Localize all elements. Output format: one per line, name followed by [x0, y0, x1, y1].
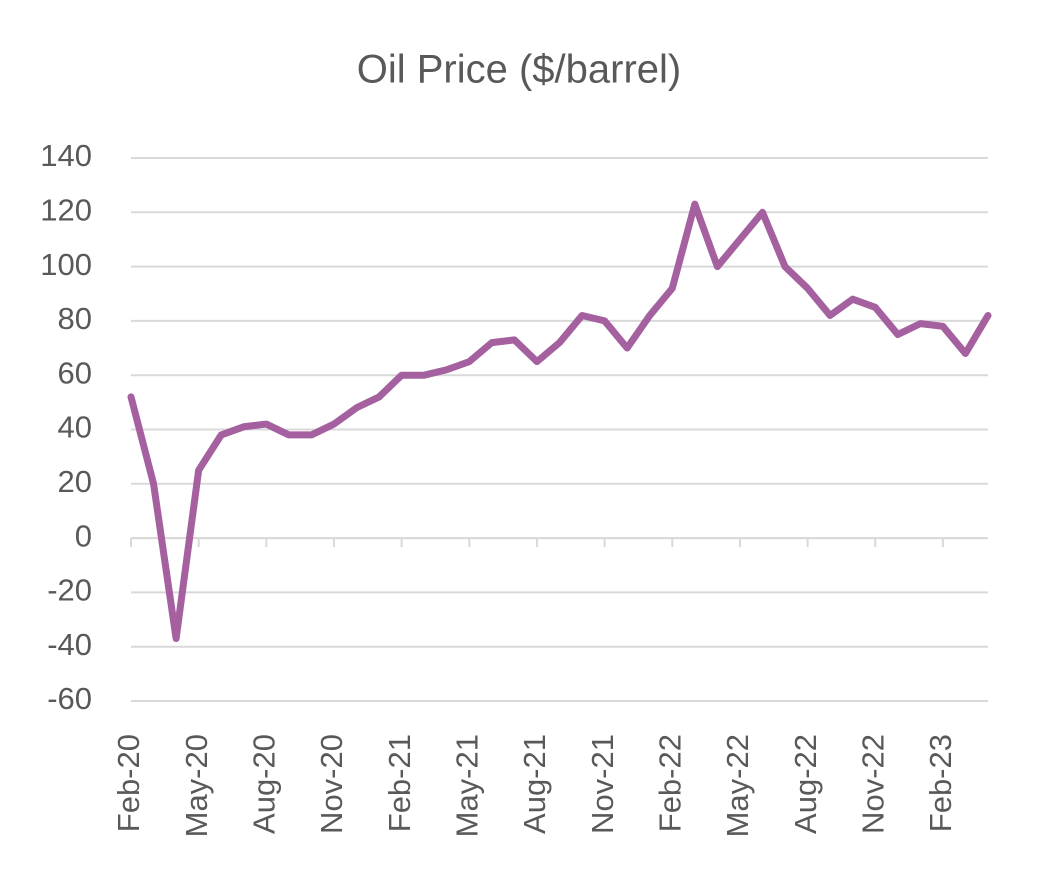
- y-tick-label: 60: [58, 355, 92, 390]
- x-tick-label: Nov-20: [314, 734, 349, 834]
- y-tick-label: -20: [47, 573, 92, 608]
- y-tick-label: 140: [40, 138, 92, 173]
- y-tick-label: 80: [58, 301, 92, 336]
- x-tick-label: Feb-22: [652, 734, 687, 832]
- price-line: [127, 200, 992, 643]
- y-tick-label: 20: [58, 464, 92, 499]
- x-tick-label: May-22: [720, 734, 755, 837]
- x-tick-label: Nov-22: [855, 734, 890, 834]
- chart-title: Oil Price ($/barrel): [357, 48, 682, 92]
- y-tick-label: 120: [40, 192, 92, 227]
- x-tick-label: May-21: [449, 734, 484, 837]
- x-tick-label: May-20: [179, 734, 214, 837]
- y-tick-label: -40: [47, 627, 92, 662]
- x-tick-label: Aug-22: [788, 734, 823, 834]
- x-tick-label: Nov-21: [585, 734, 620, 834]
- x-tick-label: Aug-20: [247, 734, 282, 834]
- y-tick-label: 0: [75, 518, 92, 553]
- y-tick-label: 100: [40, 247, 92, 282]
- x-tick-label: Aug-21: [517, 734, 552, 834]
- x-tick-label: Feb-20: [111, 734, 146, 832]
- y-tick-label: 40: [58, 410, 92, 445]
- x-tick-label: Feb-23: [923, 734, 958, 832]
- x-tick-label: Feb-21: [382, 734, 417, 832]
- y-tick-label: -60: [47, 681, 92, 716]
